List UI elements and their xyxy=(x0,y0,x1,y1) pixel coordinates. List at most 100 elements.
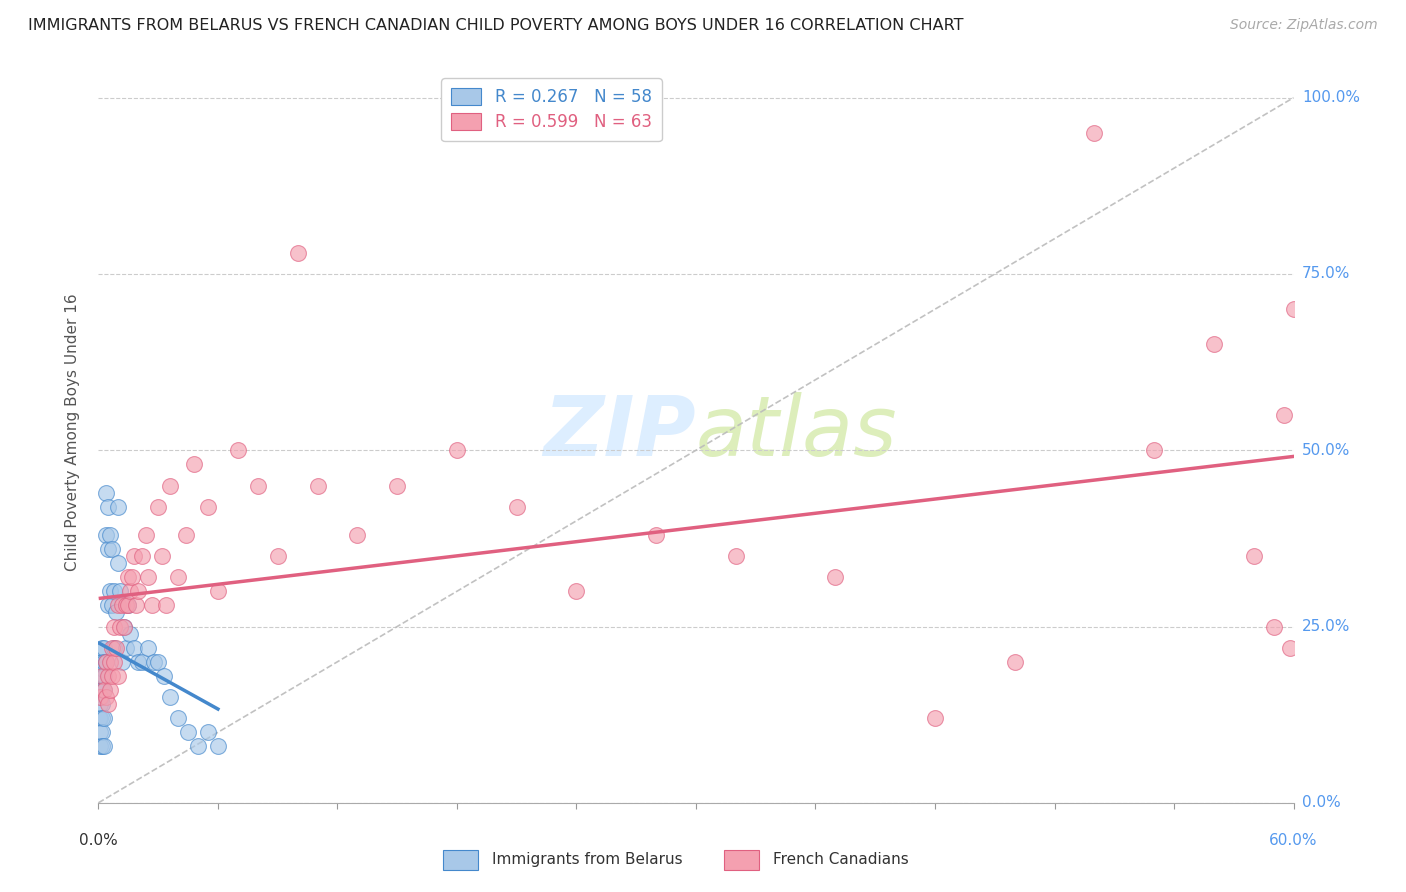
Point xyxy=(96,690,118,704)
Point xyxy=(93,683,115,698)
Point xyxy=(824,570,846,584)
Legend: R = 0.267   N = 58, R = 0.599   N = 63: R = 0.267 N = 58, R = 0.599 N = 63 xyxy=(441,78,662,141)
Point xyxy=(96,655,118,669)
Point xyxy=(446,443,468,458)
Text: 25.0%: 25.0% xyxy=(1302,619,1350,634)
Point xyxy=(89,711,111,725)
Point xyxy=(96,485,118,500)
Point xyxy=(89,669,111,683)
Point xyxy=(153,669,176,683)
Text: Source: ZipAtlas.com: Source: ZipAtlas.com xyxy=(1230,18,1378,32)
Point xyxy=(93,739,115,754)
Point xyxy=(101,669,124,683)
Point xyxy=(1272,408,1295,422)
Point xyxy=(91,655,114,669)
Point xyxy=(1278,640,1301,655)
Point xyxy=(117,599,139,613)
Point xyxy=(89,711,111,725)
Point xyxy=(90,655,112,669)
Point xyxy=(385,478,409,492)
Point xyxy=(565,584,588,599)
Point xyxy=(183,458,205,472)
Text: atlas: atlas xyxy=(696,392,897,473)
Text: Immigrants from Belarus: Immigrants from Belarus xyxy=(492,853,683,867)
Point xyxy=(111,599,134,613)
Point xyxy=(91,697,114,711)
Point xyxy=(97,541,120,556)
Point xyxy=(141,599,163,613)
Text: 60.0%: 60.0% xyxy=(1270,833,1317,848)
Point xyxy=(159,690,181,704)
Point xyxy=(924,711,946,725)
Point xyxy=(131,549,153,563)
Point xyxy=(246,478,269,492)
Text: 75.0%: 75.0% xyxy=(1302,267,1350,282)
Point xyxy=(107,669,129,683)
Point xyxy=(1083,126,1105,140)
Point xyxy=(89,697,111,711)
Point xyxy=(127,584,149,599)
Point xyxy=(207,584,229,599)
Point xyxy=(98,683,122,698)
Point xyxy=(131,655,153,669)
Point xyxy=(177,725,200,739)
Point xyxy=(103,619,125,633)
Point xyxy=(1143,443,1166,458)
Point xyxy=(97,697,120,711)
Point xyxy=(90,690,112,704)
Point xyxy=(98,584,122,599)
Point xyxy=(96,655,118,669)
Point xyxy=(506,500,529,514)
Point xyxy=(724,549,747,563)
Point xyxy=(103,655,125,669)
Point xyxy=(93,640,115,655)
Point xyxy=(120,626,142,640)
Point xyxy=(97,500,120,514)
Point xyxy=(121,570,143,584)
Point xyxy=(101,599,124,613)
Point xyxy=(197,725,219,739)
Text: 50.0%: 50.0% xyxy=(1302,442,1350,458)
Point xyxy=(91,640,114,655)
Point xyxy=(124,549,146,563)
Point xyxy=(110,619,132,633)
Point xyxy=(103,640,125,655)
Point xyxy=(89,683,111,698)
Point xyxy=(174,528,197,542)
Text: French Canadians: French Canadians xyxy=(773,853,910,867)
Point xyxy=(110,584,132,599)
Point xyxy=(89,739,111,754)
Point xyxy=(148,655,170,669)
Point xyxy=(307,478,329,492)
Point xyxy=(167,711,190,725)
Point xyxy=(267,549,290,563)
Point xyxy=(98,528,122,542)
Point xyxy=(91,683,114,698)
Point xyxy=(111,655,134,669)
Point xyxy=(96,528,118,542)
Point xyxy=(117,599,139,613)
Point xyxy=(107,556,129,570)
Point xyxy=(287,245,309,260)
Point xyxy=(1243,549,1265,563)
Point xyxy=(91,725,114,739)
Point xyxy=(1263,619,1285,633)
Y-axis label: Child Poverty Among Boys Under 16: Child Poverty Among Boys Under 16 xyxy=(65,293,80,572)
Point xyxy=(97,599,120,613)
Point xyxy=(105,606,128,620)
Text: IMMIGRANTS FROM BELARUS VS FRENCH CANADIAN CHILD POVERTY AMONG BOYS UNDER 16 COR: IMMIGRANTS FROM BELARUS VS FRENCH CANADI… xyxy=(28,18,963,33)
Point xyxy=(1282,302,1305,317)
Point xyxy=(187,739,209,754)
Text: 0.0%: 0.0% xyxy=(79,833,118,848)
Point xyxy=(107,599,129,613)
Point xyxy=(112,619,135,633)
Point xyxy=(115,640,138,655)
Point xyxy=(136,640,159,655)
Text: 100.0%: 100.0% xyxy=(1302,90,1360,105)
Point xyxy=(135,528,157,542)
Point xyxy=(1004,655,1026,669)
Point xyxy=(93,683,115,698)
Point xyxy=(101,640,124,655)
Point xyxy=(155,599,177,613)
Text: ZIP: ZIP xyxy=(543,392,696,473)
